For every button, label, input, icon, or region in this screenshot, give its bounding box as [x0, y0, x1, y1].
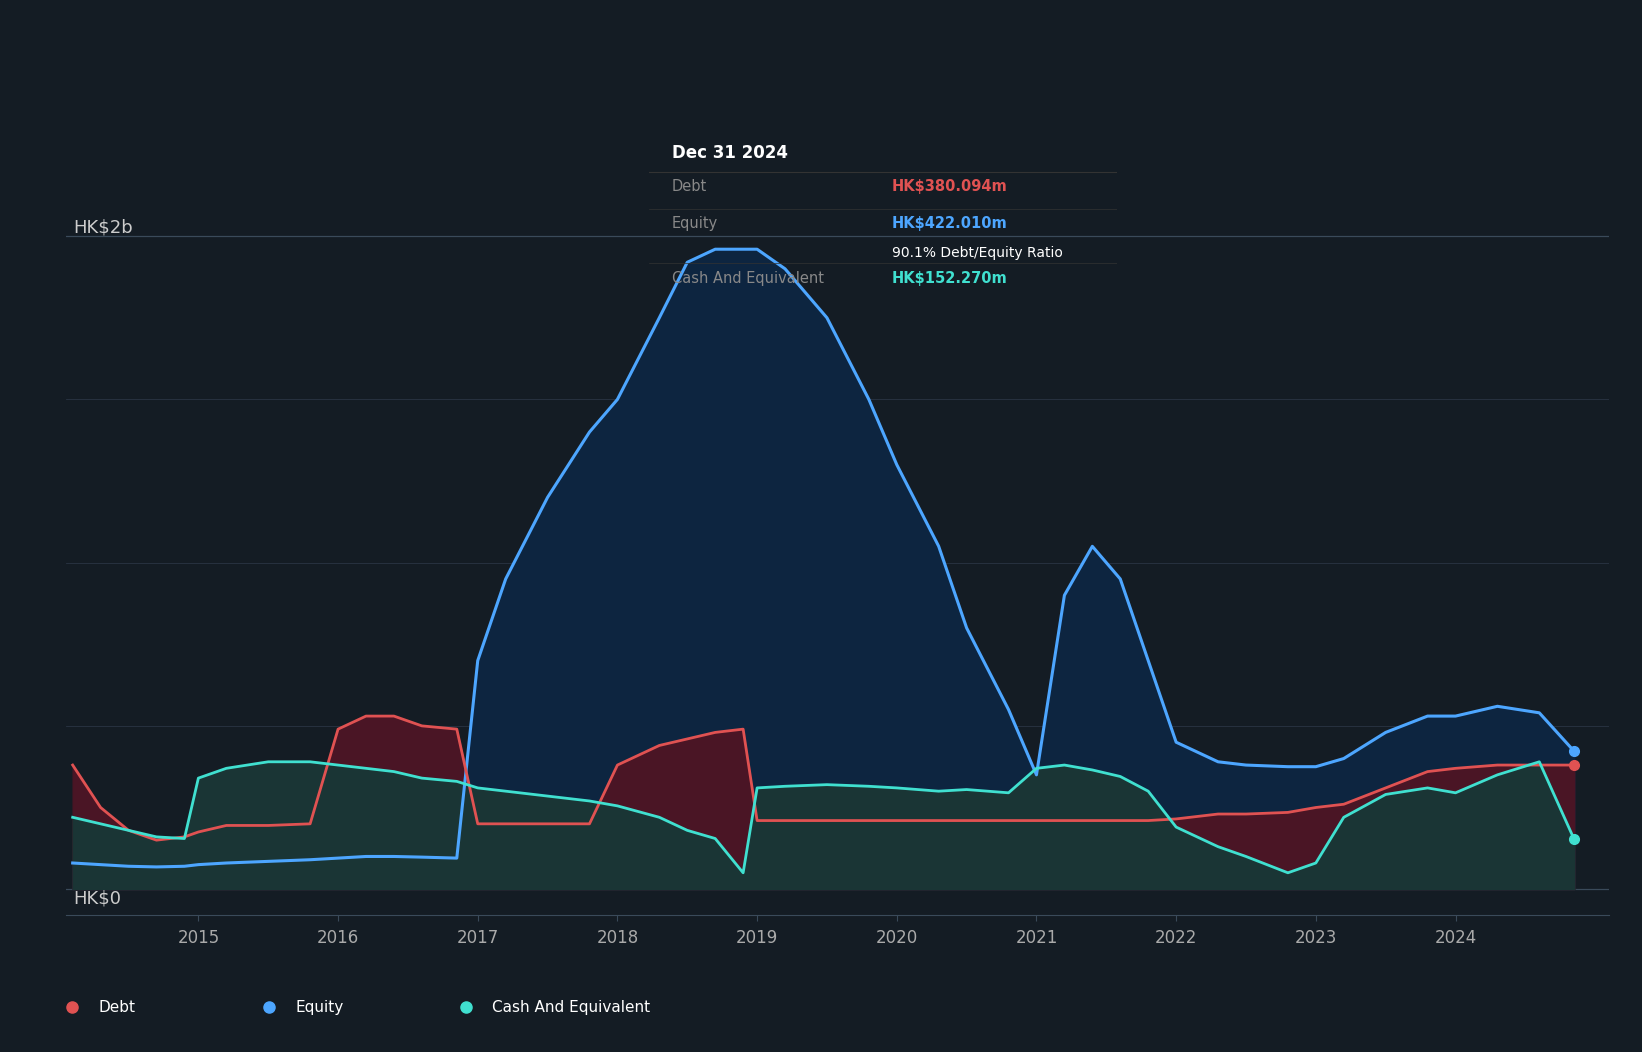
Text: Cash And Equivalent: Cash And Equivalent: [493, 999, 650, 1015]
Text: 90.1% Debt/Equity Ratio: 90.1% Debt/Equity Ratio: [892, 245, 1062, 260]
Text: Equity: Equity: [296, 999, 343, 1015]
Text: Equity: Equity: [672, 217, 718, 231]
Text: Cash And Equivalent: Cash And Equivalent: [672, 270, 824, 286]
Text: HK$380.094m: HK$380.094m: [892, 179, 1008, 195]
Text: HK$2b: HK$2b: [74, 218, 133, 236]
Text: Debt: Debt: [672, 179, 708, 195]
Text: HK$152.270m: HK$152.270m: [892, 270, 1008, 286]
Text: Debt: Debt: [99, 999, 135, 1015]
Text: HK$0: HK$0: [74, 889, 122, 907]
Text: HK$422.010m: HK$422.010m: [892, 217, 1008, 231]
Text: Dec 31 2024: Dec 31 2024: [672, 144, 788, 162]
